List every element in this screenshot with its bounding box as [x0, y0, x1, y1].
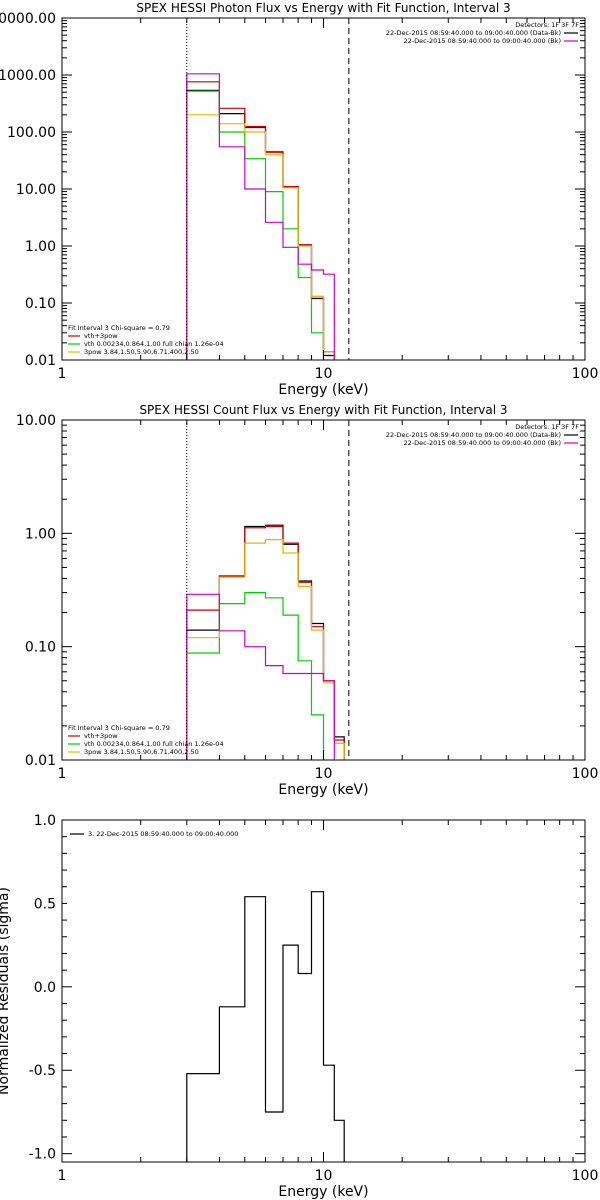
legend-entry: Detectors: 1F 3F 7F: [515, 21, 579, 29]
y-tick-label: 1000.00: [0, 68, 56, 84]
x-tick-label: 100: [572, 366, 599, 382]
series-line-1: [186, 89, 335, 360]
y-tick-label: 0.01: [25, 753, 56, 769]
plot-frame: [61, 419, 586, 761]
y-axis-label: Normalized Residuals (sigma): [0, 887, 12, 1095]
legend-bottom-left: Fit Interval 3 Chi-square = 0.79vth+3pow…: [68, 724, 224, 756]
legend-residuals: 3. 22-Dec-2015 08:59:40.000 to 09:00:40.…: [70, 830, 238, 838]
y-tick-label: -1.0: [29, 1147, 56, 1163]
legend-entry: 22-Dec-2015 08:59:40.000 to 09:00:40.000…: [404, 37, 562, 45]
series-group: [186, 524, 345, 760]
legend-entry: vth+3pow: [84, 332, 118, 340]
legend-bottom-left: Fit Interval 3 Chi-square = 0.79vth+3pow…: [68, 324, 224, 356]
series-line-1: [186, 891, 345, 1162]
chart-title: SPEX HESSI Count Flux vs Energy with Fit…: [139, 403, 507, 417]
legend-entry: Detectors: 1F 3F 7F: [515, 423, 579, 431]
series-line-5: [186, 593, 335, 760]
y-tick-label: 1.00: [25, 526, 56, 542]
chart-panel-3: 1 10 100 Energy (keV) -1.0 -0.5 0.0 0.5 1.0 Norma…: [0, 813, 598, 1200]
chart-title: SPEX HESSI Photon Flux vs Energy with Fi…: [136, 1, 510, 15]
y-tick-label: 0000.00: [0, 11, 56, 27]
series-line-2: [186, 525, 345, 760]
legend-entry: Fit Interval 3 Chi-square = 0.79: [68, 324, 170, 332]
legend-entry: 3pow 3.84,1.50,5.90,6.71,400,2.50: [84, 748, 199, 756]
legend-entry: vth 0.00234,0.864,1.00 full chian 1.26e-…: [84, 340, 224, 348]
x-tick-label: 1: [58, 1168, 67, 1184]
legend-entry: 3pow 3.84,1.50,5.90,6.71,400,2.50: [84, 348, 199, 356]
x-tick-label: 10: [315, 1168, 333, 1184]
y-tick-label: 100.00: [7, 125, 56, 141]
y-axis: 0.01 0.10 1.00 10.00: [16, 413, 585, 769]
y-tick-label: -0.5: [29, 1063, 56, 1079]
legend-entry: vth+3pow: [84, 732, 118, 740]
y-tick-label: 0.10: [25, 640, 56, 656]
y-tick-label: 0.10: [25, 296, 56, 312]
y-tick-label: 10.00: [16, 182, 56, 198]
x-axis-label: Energy (keV): [278, 782, 368, 798]
series-line-5: [186, 73, 335, 360]
series-line-3: [186, 592, 335, 760]
y-tick-label: 0.0: [34, 980, 56, 996]
legend-entry: 22-Dec-2015 08:59:40.000 to 09:00:40.000…: [386, 29, 561, 37]
x-axis-label: Energy (keV): [278, 1184, 368, 1200]
series-group: [186, 891, 345, 1162]
series-line-2: [186, 81, 335, 360]
series-group: [186, 73, 335, 360]
y-tick-label: 0.01: [25, 353, 56, 369]
legend-entry: 22-Dec-2015 08:59:40.000 to 09:00:40.000…: [404, 439, 562, 447]
x-tick-label: 1: [58, 366, 67, 382]
x-axis: 1 10 100 Energy (keV): [58, 420, 599, 798]
x-axis: 1 10 100 Energy (keV): [58, 18, 599, 398]
y-tick-label: 1.0: [34, 813, 56, 829]
x-tick-label: 100: [572, 1168, 599, 1184]
x-axis-label: Energy (keV): [278, 382, 368, 398]
x-tick-label: 10: [315, 366, 333, 382]
series-line-4: [186, 114, 335, 360]
series-line-1: [186, 524, 345, 760]
y-tick-label: 0.5: [34, 896, 56, 912]
x-axis: 1 10 100 Energy (keV): [58, 820, 599, 1200]
series-line-4: [186, 539, 345, 760]
chart-panel-1: SPEX HESSI Photon Flux vs Energy with Fi…: [0, 1, 598, 398]
legend-entry: Fit Interval 3 Chi-square = 0.79: [68, 724, 170, 732]
legend-entry: 22-Dec-2015 08:59:40.000 to 09:00:40.000…: [386, 431, 561, 439]
x-tick-label: 1: [58, 766, 67, 782]
legend-entry: vth 0.00234,0.864,1.00 full chian 1.26e-…: [84, 740, 224, 748]
y-axis: 0.01 0.10 1.00 10.00 100.00 1000.00 0000.00: [0, 11, 585, 369]
legend-entry: 3. 22-Dec-2015 08:59:40.000 to 09:00:40.…: [88, 830, 238, 838]
y-axis: -1.0 -0.5 0.0 0.5 1.0 Normalized Residuals (s…: [0, 813, 585, 1163]
y-tick-label: 10.00: [16, 413, 56, 429]
x-tick-label: 100: [572, 766, 599, 782]
chart-panel-2: SPEX HESSI Count Flux vs Energy with Fit…: [16, 403, 598, 798]
x-tick-label: 10: [315, 766, 333, 782]
y-tick-label: 1.00: [25, 239, 56, 255]
